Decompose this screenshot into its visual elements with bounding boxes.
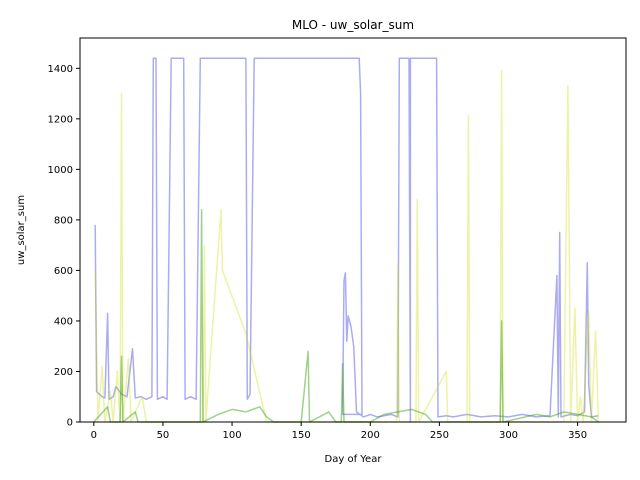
x-axis: 0 50 100 150 200 250 300 350 [91,422,587,441]
x-tick-label: 200 [361,430,380,441]
series-line-3 [93,209,599,423]
x-tick-label: 50 [157,430,170,441]
y-tick-label: 1200 [48,114,73,125]
plot-area [93,57,600,423]
x-tick-label: 250 [430,430,449,441]
y-tick-label: 800 [54,215,73,226]
x-tick-label: 0 [91,430,97,441]
x-tick-label: 150 [292,430,311,441]
y-tick-label: 200 [54,367,73,378]
chart-title: MLO - uw_solar_sum [292,18,414,32]
y-tick-label: 600 [54,266,73,277]
y-tick-label: 400 [54,316,73,327]
y-axis: 0 200 400 600 800 1000 1200 1400 [48,64,80,429]
x-tick-label: 300 [499,430,518,441]
series-line-1 [94,57,599,423]
y-tick-label: 0 [67,418,73,429]
x-tick-label: 100 [223,430,242,441]
y-tick-label: 1000 [48,165,73,176]
plot-frame [79,37,627,423]
x-axis-label: Day of Year [325,454,383,465]
x-tick-label: 350 [568,430,587,441]
y-tick-label: 1400 [48,64,73,75]
y-axis-label: uw_solar_sum [16,195,27,265]
